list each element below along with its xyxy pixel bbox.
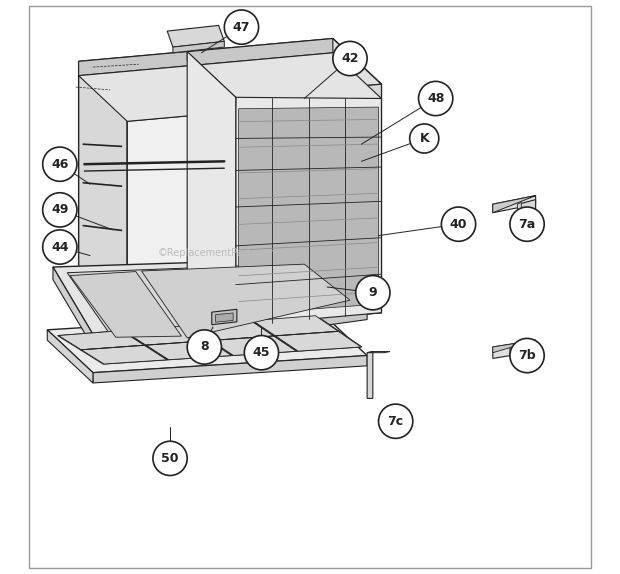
- Polygon shape: [188, 321, 273, 340]
- Text: 49: 49: [51, 203, 68, 216]
- Polygon shape: [518, 200, 536, 235]
- Polygon shape: [187, 52, 236, 326]
- Polygon shape: [58, 316, 362, 364]
- Polygon shape: [236, 98, 381, 326]
- Polygon shape: [47, 330, 93, 383]
- Circle shape: [379, 404, 413, 439]
- Polygon shape: [212, 309, 237, 325]
- Text: 48: 48: [427, 92, 445, 105]
- Circle shape: [356, 276, 390, 310]
- Text: 7b: 7b: [518, 349, 536, 362]
- Polygon shape: [333, 38, 381, 313]
- Polygon shape: [252, 316, 338, 336]
- Polygon shape: [79, 53, 381, 121]
- Text: 50: 50: [161, 452, 179, 465]
- Text: 40: 40: [450, 218, 467, 231]
- Circle shape: [43, 147, 77, 181]
- Circle shape: [187, 330, 221, 364]
- Polygon shape: [47, 313, 367, 373]
- Polygon shape: [211, 336, 296, 355]
- Polygon shape: [79, 267, 381, 336]
- Text: 7c: 7c: [388, 415, 404, 428]
- Text: K: K: [420, 132, 429, 145]
- Text: ©ReplacementParts.com: ©ReplacementParts.com: [157, 248, 280, 258]
- Text: 46: 46: [51, 158, 68, 170]
- Polygon shape: [79, 61, 127, 336]
- Polygon shape: [93, 355, 367, 383]
- Polygon shape: [493, 196, 536, 213]
- Polygon shape: [53, 267, 99, 356]
- Polygon shape: [367, 351, 373, 398]
- Polygon shape: [79, 38, 333, 76]
- Polygon shape: [493, 340, 536, 358]
- Text: 9: 9: [368, 286, 377, 299]
- Polygon shape: [239, 107, 379, 315]
- Polygon shape: [123, 325, 209, 345]
- Circle shape: [43, 193, 77, 227]
- Polygon shape: [99, 307, 367, 356]
- Polygon shape: [510, 344, 536, 355]
- Polygon shape: [81, 346, 167, 364]
- Polygon shape: [275, 331, 361, 351]
- Circle shape: [510, 339, 544, 373]
- Polygon shape: [58, 331, 144, 350]
- Circle shape: [418, 82, 453, 115]
- Polygon shape: [367, 351, 390, 352]
- Text: 7a: 7a: [518, 218, 536, 231]
- Polygon shape: [141, 264, 350, 338]
- Polygon shape: [216, 313, 233, 322]
- Polygon shape: [79, 38, 381, 107]
- Circle shape: [43, 230, 77, 264]
- Polygon shape: [127, 84, 381, 121]
- Polygon shape: [70, 272, 182, 338]
- Circle shape: [510, 207, 544, 241]
- Polygon shape: [187, 52, 236, 106]
- Circle shape: [244, 336, 278, 370]
- Text: 47: 47: [232, 21, 250, 34]
- Circle shape: [410, 124, 439, 153]
- Polygon shape: [173, 41, 224, 53]
- Polygon shape: [167, 25, 224, 47]
- Circle shape: [153, 441, 187, 475]
- Text: 45: 45: [253, 346, 270, 359]
- Polygon shape: [53, 258, 367, 344]
- Text: 42: 42: [341, 52, 359, 65]
- Circle shape: [333, 41, 367, 76]
- Polygon shape: [493, 340, 536, 352]
- Polygon shape: [127, 84, 381, 336]
- Circle shape: [441, 207, 476, 241]
- Polygon shape: [517, 203, 521, 236]
- Text: 8: 8: [200, 340, 209, 354]
- Polygon shape: [67, 263, 363, 339]
- Polygon shape: [146, 341, 232, 360]
- Circle shape: [224, 10, 259, 44]
- Polygon shape: [493, 196, 536, 213]
- Text: 44: 44: [51, 241, 69, 254]
